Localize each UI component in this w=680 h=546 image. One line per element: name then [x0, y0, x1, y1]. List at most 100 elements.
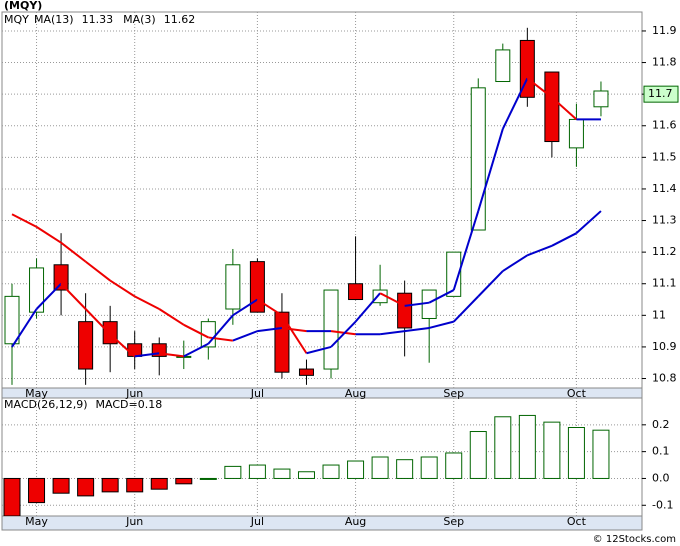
moving-average-segment [306, 345, 332, 355]
x-tick-label: Aug [345, 387, 366, 400]
x-tick-label: Sep [443, 515, 464, 528]
moving-average-segment [453, 295, 479, 323]
macd-bar [101, 477, 119, 493]
price-plot [2, 12, 642, 388]
macd-bar [347, 460, 365, 479]
macd-bar [175, 477, 193, 485]
moving-average-segment [207, 314, 234, 345]
moving-average-segment [526, 244, 553, 257]
candle-body [53, 264, 69, 291]
macd-title: MACD(26,12,9) [4, 398, 88, 411]
moving-average-segment [477, 270, 504, 298]
moving-average-segment [428, 289, 455, 304]
date-strip [1, 515, 643, 531]
y-tick-label: 0.0 [652, 471, 670, 484]
moving-average-segment [256, 298, 283, 317]
candle-body [102, 321, 118, 345]
moving-average-segment [575, 210, 602, 234]
x-tick-label: Sep [443, 387, 464, 400]
moving-average-segment [330, 320, 357, 348]
y-tick-label: 11.1 [652, 277, 677, 290]
candle-body [348, 283, 364, 301]
macd-bar [518, 414, 536, 479]
macd-bar [371, 456, 389, 479]
date-strip [1, 387, 643, 399]
moving-average-segment [84, 308, 111, 335]
moving-average-segment [281, 314, 308, 354]
moving-average-segment [502, 254, 528, 272]
legend-value: 11.33 [82, 13, 114, 26]
moving-average-segment [379, 292, 406, 307]
macd-bar [396, 459, 414, 479]
moving-average-segment [159, 352, 184, 358]
y-tick-label: 11.3 [652, 214, 677, 227]
y-tick-label: 11.4 [652, 182, 677, 195]
legend-name: MA(3) [123, 13, 156, 26]
y-tick-label: 11.9 [652, 24, 677, 37]
candle-body [225, 264, 241, 310]
footer: © 12Stocks.com [593, 534, 676, 545]
x-tick-label: Aug [345, 515, 366, 528]
x-tick-label: Jul [250, 515, 264, 528]
candle-body [397, 292, 413, 329]
x-tick-label: Jul [250, 387, 264, 400]
macd-bar [52, 477, 70, 494]
x-tick-label: Oct [567, 515, 587, 528]
x-tick-label: May [25, 387, 48, 400]
candle-body [298, 368, 314, 376]
moving-average-segment [158, 308, 185, 326]
macd-bar [3, 477, 21, 516]
moving-average-segment [477, 128, 504, 212]
last-price-tag [643, 85, 679, 103]
candle-body [568, 118, 584, 149]
macd-bar [150, 477, 168, 490]
moving-average-segment [183, 342, 209, 358]
moving-average-segment [354, 292, 381, 323]
macd-bar [494, 416, 512, 479]
macd-bar [445, 452, 463, 479]
macd-value: MACD=0.18 [96, 398, 163, 411]
candle-body [519, 39, 535, 98]
moving-average-segment [404, 326, 430, 333]
y-tick-label: 10.8 [652, 372, 677, 385]
moving-average-segment [526, 77, 553, 99]
candle-body [4, 295, 20, 345]
candle-body [274, 311, 290, 373]
moving-average-segment [281, 326, 307, 333]
macd-plot [2, 398, 642, 516]
moving-average-segment [60, 283, 87, 310]
macd-bar [126, 477, 144, 493]
moving-average-segment [134, 295, 160, 310]
macd-bar [567, 427, 585, 479]
macd-bar [77, 477, 95, 497]
last-price-label: 11.7 [648, 87, 673, 100]
ticker-label: MQY [4, 13, 29, 26]
candle-body [29, 267, 45, 313]
y-tick-label: -0.1 [652, 498, 673, 511]
macd-bar [592, 429, 610, 479]
macd-bar [28, 477, 46, 504]
moving-average-segment [35, 283, 62, 310]
macd-bar [543, 421, 561, 479]
macd-bar [322, 464, 340, 479]
y-tick-label: 11.5 [652, 150, 677, 163]
macd-bar [469, 431, 487, 479]
moving-average-segment [452, 210, 480, 291]
candle-body [446, 251, 462, 297]
macd-bar [297, 471, 315, 479]
moving-average-segment [183, 323, 209, 339]
candle-body [127, 343, 143, 357]
moving-average-segment [404, 301, 430, 307]
legend-value: 11.62 [164, 13, 196, 26]
moving-average-segment [501, 77, 529, 130]
y-tick-label: 10.9 [652, 340, 677, 353]
x-tick-label: Oct [567, 387, 587, 400]
moving-average-segment [232, 298, 258, 317]
candle-body [470, 87, 486, 231]
moving-average-segment [35, 226, 62, 244]
y-tick-label: 0.2 [652, 418, 670, 431]
macd-bar [248, 464, 266, 479]
candle-body [323, 289, 339, 370]
x-tick-label: Jun [125, 387, 143, 400]
